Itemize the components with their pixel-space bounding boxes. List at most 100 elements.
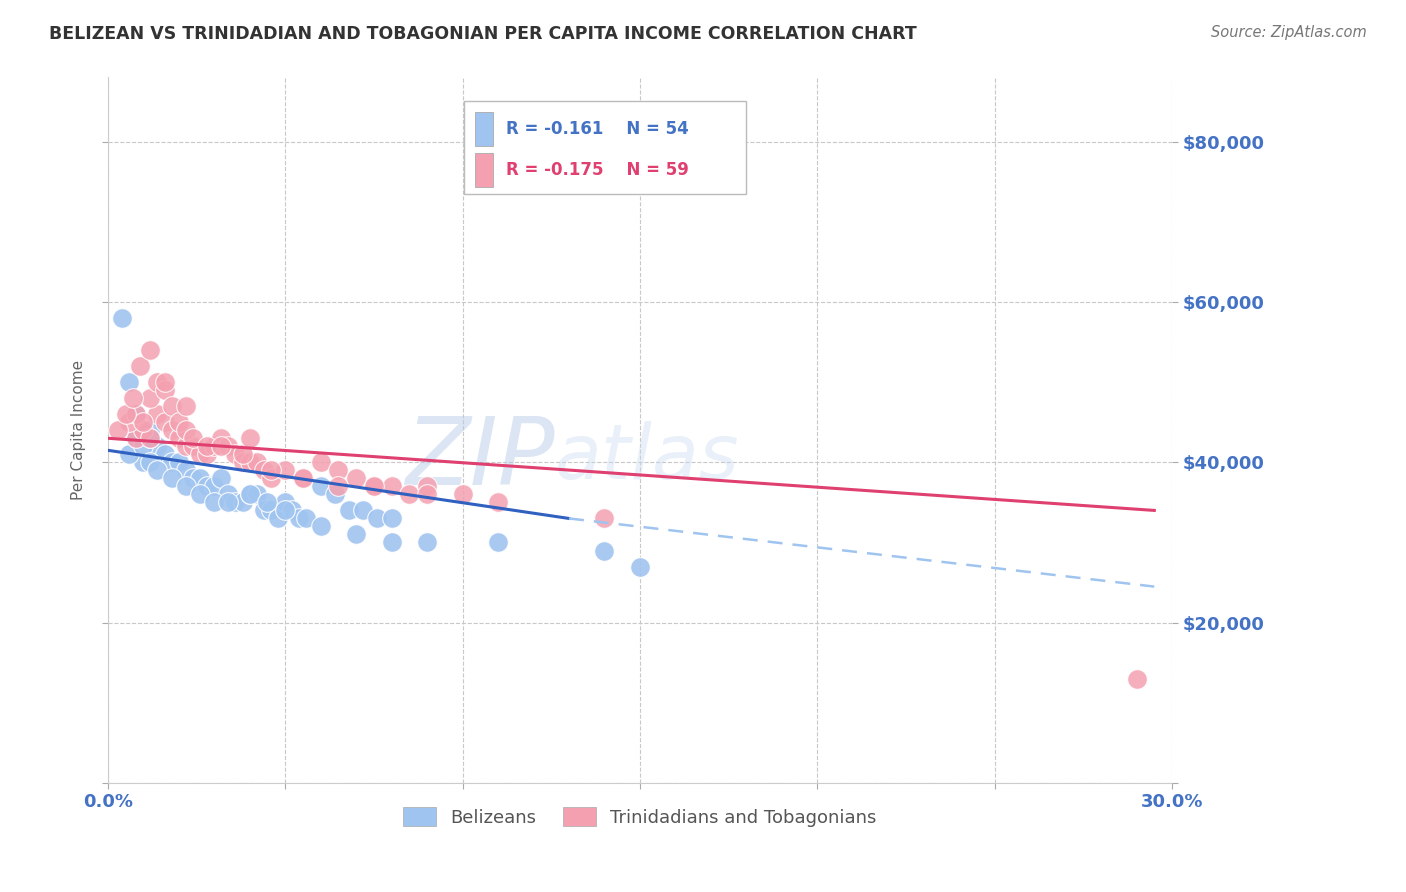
Point [153, 415, 176, 429]
Point [486, 495, 509, 509]
Point [160, 423, 183, 437]
Point [309, 479, 332, 493]
Point [291, 471, 314, 485]
Point [232, 495, 254, 509]
Point [209, 471, 232, 485]
Point [174, 399, 197, 413]
Point [125, 431, 148, 445]
Point [267, 511, 290, 525]
Point [139, 423, 162, 437]
Point [260, 463, 283, 477]
Point [153, 383, 176, 397]
Point [366, 511, 388, 525]
Point [188, 471, 211, 485]
Point [139, 455, 162, 469]
Point [181, 439, 204, 453]
Point [253, 463, 276, 477]
Point [125, 431, 148, 445]
Point [217, 439, 239, 453]
Point [239, 487, 262, 501]
Text: atlas: atlas [555, 421, 740, 495]
Text: R = -0.175    N = 59: R = -0.175 N = 59 [506, 161, 689, 179]
Point [246, 455, 269, 469]
Point [121, 391, 143, 405]
Point [253, 503, 276, 517]
Point [328, 463, 350, 477]
Point [381, 479, 404, 493]
Point [381, 511, 404, 525]
Point [217, 487, 239, 501]
Point [337, 503, 360, 517]
Point [381, 535, 404, 549]
Point [128, 359, 150, 373]
Point [291, 471, 314, 485]
Point [195, 439, 218, 453]
Point [416, 479, 439, 493]
Point [232, 447, 254, 461]
Point [486, 535, 509, 549]
Point [281, 503, 304, 517]
Point [125, 407, 148, 421]
Point [202, 439, 225, 453]
Point [139, 391, 162, 405]
Point [188, 487, 211, 501]
Point [174, 439, 197, 453]
Point [209, 439, 232, 453]
Point [139, 431, 162, 445]
Point [202, 495, 225, 509]
Y-axis label: Per Capita Income: Per Capita Income [72, 360, 86, 500]
Point [239, 455, 262, 469]
Point [593, 511, 616, 525]
Point [174, 463, 197, 477]
Point [132, 423, 155, 437]
Point [628, 559, 651, 574]
Point [256, 495, 278, 509]
Point [260, 471, 283, 485]
Point [328, 479, 350, 493]
Point [344, 471, 367, 485]
Point [132, 439, 155, 453]
Point [167, 415, 190, 429]
Point [224, 495, 246, 509]
Point [309, 519, 332, 533]
Point [239, 487, 262, 501]
Point [274, 495, 297, 509]
Point [107, 423, 129, 437]
Point [118, 415, 141, 429]
Point [118, 375, 141, 389]
Point [146, 375, 169, 389]
Point [232, 455, 254, 469]
Text: Source: ZipAtlas.com: Source: ZipAtlas.com [1211, 25, 1367, 40]
Point [132, 415, 155, 429]
Point [416, 487, 439, 501]
FancyBboxPatch shape [475, 153, 494, 186]
Point [217, 495, 239, 509]
Point [195, 447, 218, 461]
Point [174, 423, 197, 437]
Point [160, 399, 183, 413]
Point [167, 455, 190, 469]
Point [174, 479, 197, 493]
Point [246, 487, 269, 501]
FancyBboxPatch shape [475, 112, 494, 146]
Point [188, 447, 211, 461]
Point [398, 487, 420, 501]
Point [146, 463, 169, 477]
Point [260, 503, 283, 517]
Point [209, 431, 232, 445]
Text: R = -0.161    N = 54: R = -0.161 N = 54 [506, 120, 689, 138]
Point [153, 447, 176, 461]
Point [288, 511, 311, 525]
Point [363, 479, 385, 493]
Point [352, 503, 374, 517]
Point [139, 343, 162, 357]
Point [139, 431, 162, 445]
Legend: Belizeans, Trinidadians and Tobagonians: Belizeans, Trinidadians and Tobagonians [396, 800, 884, 834]
Point [363, 479, 385, 493]
Point [160, 455, 183, 469]
Point [111, 310, 134, 325]
Text: ZIP: ZIP [405, 413, 555, 504]
Point [239, 431, 262, 445]
Point [224, 447, 246, 461]
Point [195, 479, 218, 493]
